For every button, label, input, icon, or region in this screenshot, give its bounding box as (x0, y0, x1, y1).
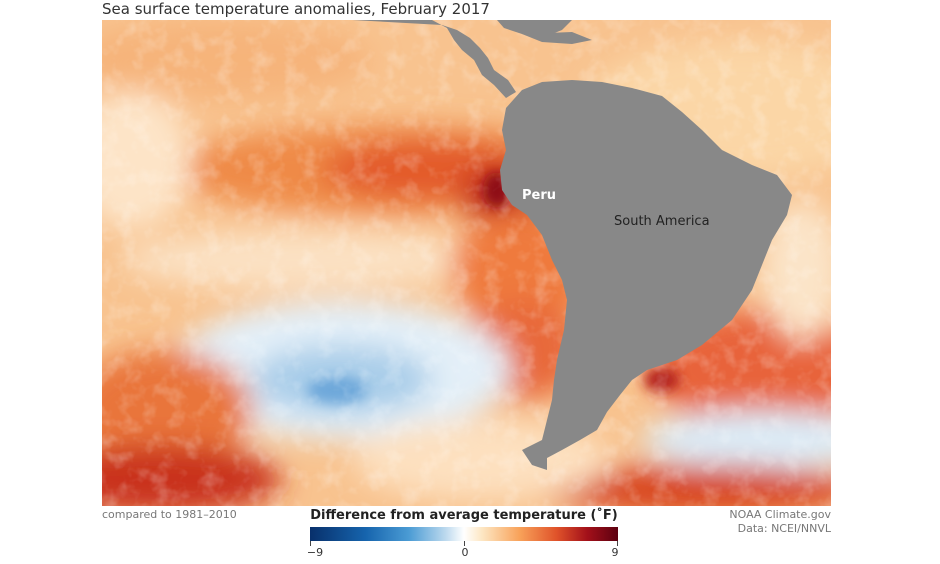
legend-tick-mid (464, 541, 465, 546)
legend-min-label: −9 (306, 546, 324, 559)
legend-color-scale (310, 527, 618, 541)
south-america-landmass (500, 80, 792, 470)
peru-label: Peru (522, 188, 557, 203)
sst-anomaly-map: Peru South America (102, 20, 831, 506)
credit-block: NOAA Climate.gov Data: NCEI/NNVL (729, 508, 831, 536)
map-title: Sea surface temperature anomalies, Febru… (102, 0, 490, 18)
legend-title: Difference from average temperature (˚F) (310, 508, 618, 523)
legend-tick-min (310, 541, 311, 546)
legend-max-label: 9 (611, 546, 619, 559)
south-america-label: South America (614, 214, 710, 229)
baseline-note: compared to 1981–2010 (102, 508, 237, 521)
central-america-landmass (352, 20, 516, 98)
legend-mid-label: 0 (461, 546, 469, 559)
credit-source: NOAA Climate.gov (729, 508, 831, 521)
legend-tick-max (617, 541, 618, 546)
credit-data: Data: NCEI/NNVL (737, 522, 831, 535)
